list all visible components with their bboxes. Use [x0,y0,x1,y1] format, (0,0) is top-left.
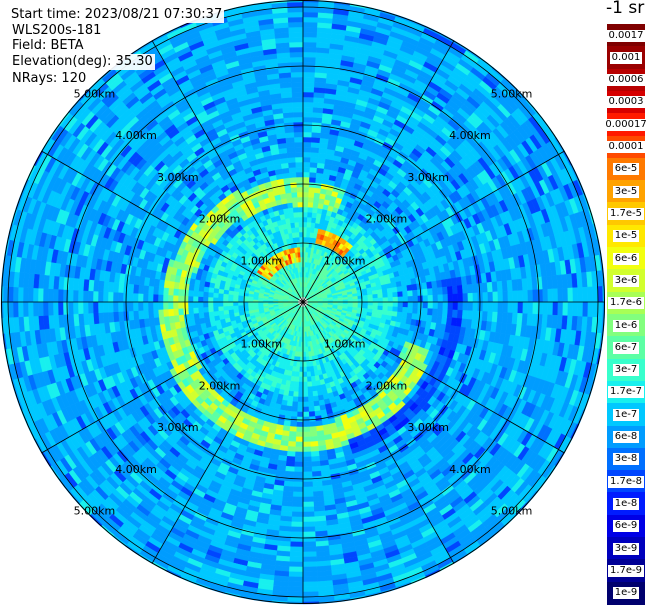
range-ring-label: 1.00km [324,338,366,351]
colorbar-swatch: 3e-6 [607,269,645,293]
colorbar-tick-label: 0.001 [609,51,643,64]
colorbar-tick-label: 1.7e-5 [607,207,645,220]
azimuth-spoke [302,40,455,303]
colorbar-tick-label: 3e-9 [612,542,640,555]
colorbar-tick-label: 1.7e-6 [607,297,645,310]
polar-grid [1,0,605,604]
range-ring-label: 1.00km [241,338,283,351]
range-ring-label: 4.00km [449,463,491,476]
colorbar-tick-label: 0.0001 [606,141,646,154]
colorbar-swatch: 1.7e-7 [607,380,645,404]
range-ring-label: 1.00km [241,254,283,267]
ppi-radar-plot: 1.00km 2.00km 3.00km 4.00km 5.00km 1.00km 2.00… [0,0,605,605]
range-ring-label: 2.00km [366,213,408,226]
colorbar-swatch: 3e-9 [607,537,645,561]
colorbar-swatch: 0.00017 [603,113,647,137]
colorbar-swatch: 1e-9 [607,581,645,605]
colorbar-swatch: 1.7e-6 [607,291,645,315]
colorbar-tick-label: 6e-5 [612,163,640,176]
range-ring-label: 3.00km [407,421,449,434]
colorbar-tick-label: 0.0017 [606,29,646,42]
colorbar-tick-label: 3e-6 [612,274,640,287]
colorbar-tick-label: 6e-9 [612,520,640,533]
range-ring-label: 2.00km [199,379,241,392]
colorbar-tick-label: 1e-6 [612,319,640,332]
colorbar-tick-label: 1e-8 [612,497,640,510]
colorbar-tick-label: 1.7e-9 [607,564,645,577]
range-ring-label: 1.00km [324,254,366,267]
field-label: Field: BETA [10,38,86,54]
colorbar-swatch: 6e-8 [607,425,645,449]
colorbar-swatch: 0.0006 [606,68,646,92]
colorbar-swatch: 3e-7 [607,358,645,382]
colorbar-tick-label: 6e-7 [612,341,640,354]
colorbar-swatch: 6e-6 [607,247,645,271]
range-ring-label: 2.00km [366,379,408,392]
azimuth-spoke [151,301,304,564]
range-ring-label: 3.00km [157,171,199,184]
colorbar-swatch: 1e-8 [607,492,645,516]
colorbar-tick-label: 6e-8 [612,431,640,444]
colorbar-tick-label: 3e-8 [612,453,640,466]
radar-data-cells [0,0,605,605]
instrument-label: WLS200s-181 [10,23,104,39]
colorbar-tick-label: 6e-6 [612,252,640,265]
range-ring-label: 4.00km [115,129,157,142]
colorbar-title: -1 sr [606,0,645,18]
azimuth-spoke [41,150,304,303]
colorbar-swatch: 1.7e-9 [607,559,645,583]
range-ring-label: 4.00km [449,129,491,142]
colorbar-swatch: 0.0001 [606,135,646,159]
colorbar-swatch: 6e-7 [607,336,645,360]
colorbar-swatch: 1e-7 [607,403,645,427]
azimuth-spoke [302,301,455,564]
range-ring-label: 5.00km [491,505,533,518]
range-ring-label: 4.00km [115,463,157,476]
elevation-label: Elevation(deg): 35.30 [10,54,155,70]
colorbar-tick-label: 0.00017 [603,118,647,131]
azimuth-spoke [302,150,565,303]
colorbar-tick-label: 1.7e-8 [607,475,645,488]
colorbar-swatch: 1.7e-8 [607,470,645,494]
colorbar-tick-label: 0.0006 [606,74,646,87]
colorbar-tick-label: 1e-9 [612,587,640,600]
colorbar-tick-label: 3e-7 [612,364,640,377]
colorbar-tick-label: 1e-5 [612,230,640,243]
colorbar-tick-label: 1e-7 [612,408,640,421]
colorbar-swatch: 6e-5 [607,157,645,181]
colorbar-tick-label: 1.7e-7 [607,386,645,399]
colorbar-swatch: 3e-8 [607,447,645,471]
range-ring-label: 3.00km [407,171,449,184]
azimuth-spoke [302,301,565,454]
range-ring-label: 5.00km [74,87,116,100]
colorbar-swatch: 1.7e-5 [607,202,645,226]
colorbar-swatch: 6e-9 [607,514,645,538]
range-ring-labels: 1.00km 2.00km 3.00km 4.00km 5.00km 1.00km 2.00… [74,87,533,517]
start-time-label: Start time: 2023/08/21 07:30:37 [9,7,225,23]
colorbar-swatch: 1e-6 [607,314,645,337]
range-ring-label: 3.00km [157,421,199,434]
range-ring-label: 5.00km [74,505,116,518]
colorbar: 0.0017 0.001 0.0006 0.0003 0.00017 0.0001 6e-5… [603,24,647,605]
colorbar-swatch: 0.0017 [606,24,646,47]
colorbar-swatch: 0.001 [607,46,645,70]
range-ring-label: 2.00km [199,213,241,226]
colorbar-swatch: 1e-5 [607,224,645,248]
azimuth-spoke [151,40,304,303]
colorbar-swatch: 3e-5 [607,180,645,204]
colorbar-tick-label: 0.0003 [606,96,646,109]
nrays-label: NRays: 120 [10,71,89,87]
colorbar-tick-label: 3e-5 [612,185,640,198]
colorbar-swatch: 0.0003 [606,90,646,114]
azimuth-spoke [41,301,304,454]
range-ring-label: 5.00km [491,87,533,100]
